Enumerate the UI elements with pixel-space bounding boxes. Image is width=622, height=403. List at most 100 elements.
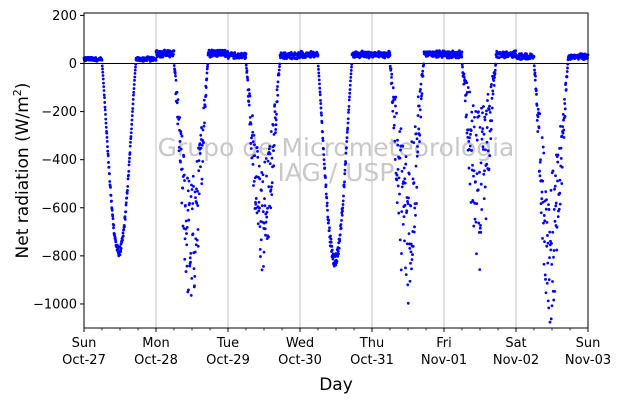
data-point: [346, 117, 350, 121]
data-point: [337, 246, 341, 250]
data-point: [565, 70, 569, 73]
data-point: [193, 274, 197, 278]
data-point: [186, 189, 190, 193]
data-point: [270, 156, 274, 160]
data-point: [400, 185, 404, 189]
data-point: [193, 284, 196, 288]
data-point: [402, 215, 406, 219]
data-point: [263, 204, 267, 208]
data-point: [462, 75, 466, 79]
data-point: [342, 183, 346, 187]
data-point: [407, 196, 410, 200]
data-point: [417, 104, 421, 108]
data-point: [245, 69, 249, 73]
data-point: [100, 58, 104, 62]
data-point: [265, 215, 269, 219]
data-point: [154, 58, 158, 62]
data-point: [247, 103, 251, 107]
data-point: [273, 110, 277, 114]
data-point: [481, 145, 485, 149]
data-point: [264, 233, 267, 237]
data-point: [348, 88, 352, 91]
data-point: [474, 133, 478, 137]
data-point: [325, 201, 329, 205]
data-point: [103, 105, 107, 109]
data-point: [132, 90, 136, 94]
data-point: [202, 98, 206, 102]
data-point: [539, 202, 543, 206]
data-point: [538, 112, 542, 116]
data-point: [176, 98, 180, 102]
data-point: [396, 143, 400, 147]
data-point: [465, 131, 469, 135]
data-point: [331, 257, 335, 261]
data-point: [196, 189, 199, 193]
x-tick-label-day: Thu: [359, 336, 384, 351]
data-point: [267, 185, 271, 189]
data-point: [489, 137, 493, 141]
data-point: [467, 139, 471, 143]
data-point: [406, 200, 409, 203]
data-point: [295, 57, 299, 61]
x-tick-label-day: Tue: [216, 336, 239, 351]
data-point: [261, 180, 265, 184]
data-point: [199, 146, 203, 150]
data-point: [342, 194, 345, 198]
data-point: [391, 86, 395, 90]
data-point: [108, 172, 111, 176]
data-point: [395, 173, 399, 177]
data-point: [471, 163, 474, 167]
data-point: [563, 115, 567, 118]
data-point: [124, 201, 128, 205]
data-point: [252, 133, 256, 137]
data-point: [320, 121, 324, 125]
data-point: [396, 138, 399, 142]
data-point: [545, 221, 549, 224]
data-point: [205, 71, 209, 75]
data-point: [328, 226, 331, 230]
data-point: [398, 130, 402, 133]
data-point: [251, 130, 255, 134]
data-point: [245, 66, 248, 70]
data-point: [392, 123, 396, 127]
data-point: [465, 81, 469, 85]
data-point: [465, 90, 469, 94]
data-point: [322, 147, 325, 151]
data-point: [539, 158, 542, 162]
data-point: [123, 225, 126, 229]
data-point: [478, 268, 482, 271]
data-point: [345, 146, 348, 150]
data-point: [419, 115, 423, 119]
y-axis-title-end: ): [13, 83, 33, 90]
data-point: [260, 268, 264, 272]
data-point: [345, 136, 349, 140]
data-point: [393, 115, 396, 119]
data-point: [125, 196, 129, 200]
data-point: [399, 148, 402, 152]
data-point: [249, 122, 253, 126]
data-point: [486, 149, 490, 153]
data-point: [481, 127, 485, 130]
data-point: [478, 226, 482, 230]
data-point: [133, 78, 136, 82]
data-point: [420, 72, 424, 76]
data-point: [486, 92, 490, 96]
data-point: [397, 176, 401, 180]
data-point: [398, 156, 402, 160]
data-point: [325, 204, 329, 208]
data-point: [413, 206, 417, 210]
data-point: [565, 75, 569, 79]
data-point: [127, 160, 131, 164]
data-point: [541, 145, 545, 149]
data-point: [121, 238, 124, 242]
y-tick-label: −600: [41, 201, 77, 216]
data-point: [485, 162, 489, 166]
data-point: [400, 169, 404, 173]
data-point: [318, 90, 322, 94]
data-point: [472, 169, 476, 173]
data-point: [554, 204, 558, 208]
data-point: [470, 149, 473, 152]
data-point: [548, 320, 552, 324]
data-point: [247, 88, 251, 91]
data-point: [556, 179, 559, 183]
